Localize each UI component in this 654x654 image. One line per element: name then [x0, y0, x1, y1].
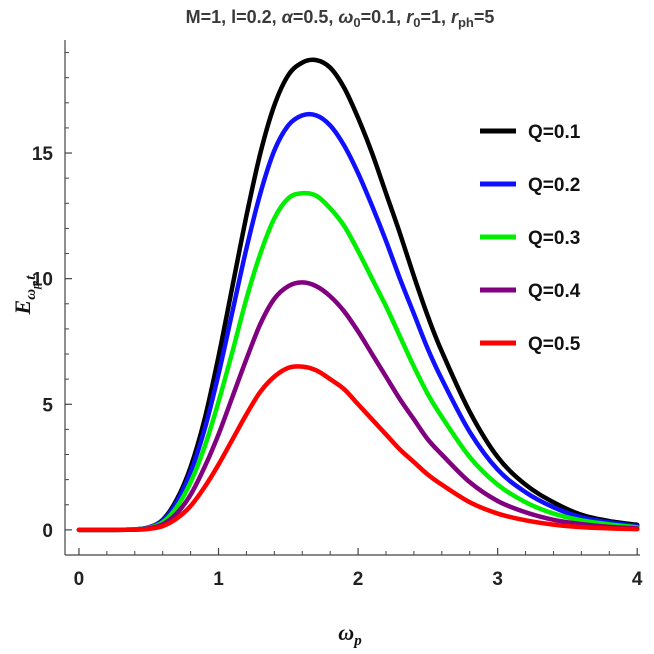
x-axis-label: ωp	[338, 620, 362, 649]
legend-label: Q=0.3	[528, 228, 580, 249]
x-tick-label: 0	[74, 569, 85, 590]
series-group	[76, 57, 640, 533]
x-tick-label: 2	[353, 569, 364, 590]
x-tick-label: 3	[492, 569, 503, 590]
x-tick-label: 4	[632, 569, 643, 590]
legend-label: Q=0.2	[528, 175, 580, 196]
series-line	[76, 111, 640, 533]
y-axis-label: Eωp,t	[10, 275, 42, 316]
axes: 0 1 2 3 4 0 5 10 15	[32, 40, 643, 590]
y-tick-label: 15	[32, 144, 54, 165]
legend-label: Q=0.5	[528, 334, 581, 355]
series-line	[76, 190, 640, 533]
y-tick-label: 5	[42, 395, 53, 416]
legend: Q=0.1 Q=0.2 Q=0.3 Q=0.4 Q=0.5	[480, 122, 581, 355]
legend-label: Q=0.1	[528, 122, 581, 143]
series-line	[76, 364, 640, 533]
series-line	[76, 280, 640, 533]
y-tick-label: 10	[32, 270, 53, 291]
legend-label: Q=0.4	[528, 281, 581, 302]
x-tick-label: 1	[213, 569, 224, 590]
y-tick-label: 0	[42, 521, 53, 542]
chart-title: M=1, l=0.2, α=0.5, ω0=0.1, r0=1, rph=5	[186, 7, 495, 30]
